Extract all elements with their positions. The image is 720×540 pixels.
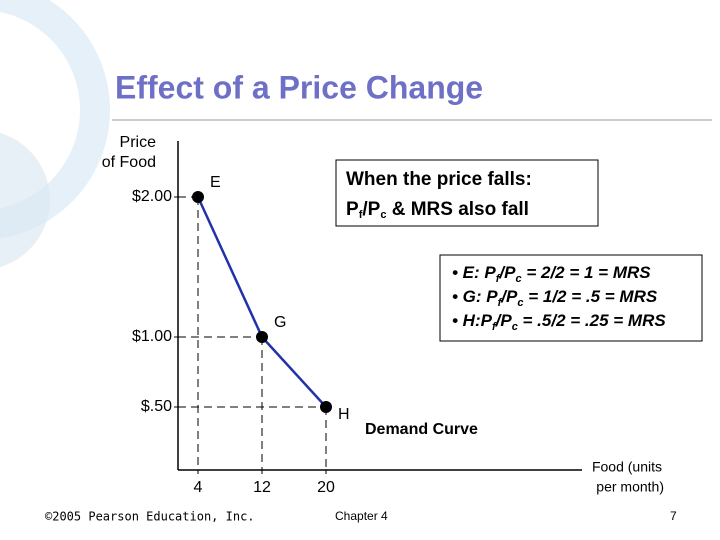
callout-span: P [346,199,359,220]
callout-span: /P [495,311,513,330]
subscript: c [512,321,518,333]
callout-box [439,254,703,342]
point [192,191,204,203]
callout-span: = 2/2 = 1 = MRS [522,263,652,282]
point-label: G [274,314,286,331]
decoration [0,132,50,268]
y-tick-label: $1.00 [132,328,172,345]
callout-span: /P [498,263,516,282]
callout-span: /P [500,287,518,306]
point [320,401,332,413]
slide-title: Effect of a Price Change [115,69,483,105]
x-tick-label: 20 [317,479,335,496]
callout-text: When the price falls: [346,169,532,190]
callout-text: • G: Pf/Pc = 1/2 = .5 = MRS [452,287,658,308]
y-axis-label: of Food [102,154,156,171]
callout-box [335,159,599,227]
x-tick-label: 4 [194,479,203,496]
x-axis-label: Food (units [592,459,662,475]
subscript: f [359,209,363,221]
footer-chapter: Chapter 4 [335,509,388,523]
callout-span: • H:P [452,311,493,330]
callout-span: When the price falls: [346,169,532,190]
callout-span: • G: P [452,287,498,306]
subscript: c [380,209,386,221]
legend-entry: Demand Curve [365,421,478,438]
callout-text: Pf/Pc & MRS also fall [346,199,529,221]
footer-page: 7 [670,509,677,523]
point [256,331,268,343]
footer-copyright: ©2005 Pearson Education, Inc. [45,510,255,524]
callout-span: & MRS also fall [386,199,529,220]
point-label: E [210,174,221,191]
callout-span: = .5/2 = .25 = MRS [518,311,667,330]
callout-span: • E: P [452,263,496,282]
subscript: f [492,321,497,333]
y-tick-label: $2.00 [132,188,172,205]
point-label: H [338,406,350,423]
callout-span: /P [362,199,380,220]
x-axis-label: per month) [596,479,664,495]
subscript: c [517,297,523,309]
demand-curve [196,196,327,408]
subscript: c [515,273,521,285]
subscript: f [498,297,503,309]
subscript: f [496,273,501,285]
y-axis-label: Price [120,134,157,151]
y-tick-label: $.50 [141,398,172,415]
callout-text: • H:Pf/Pc = .5/2 = .25 = MRS [452,311,666,332]
callout-span: = 1/2 = .5 = MRS [523,287,657,306]
callout-text: • E: Pf/Pc = 2/2 = 1 = MRS [452,263,651,284]
x-tick-label: 12 [253,479,271,496]
